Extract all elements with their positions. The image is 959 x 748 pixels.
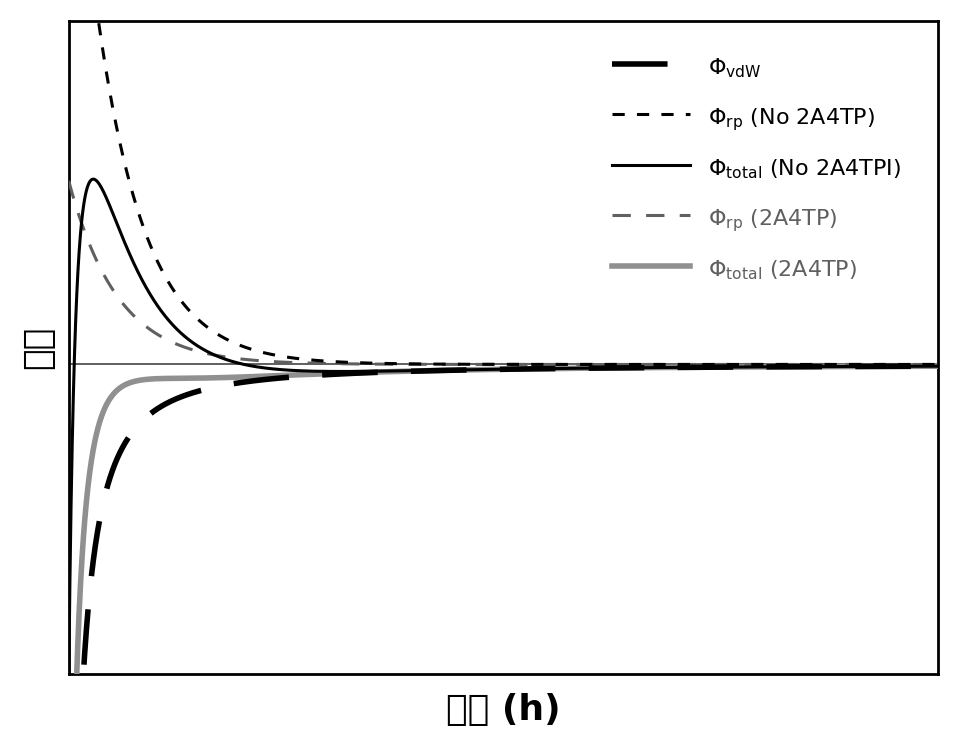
Y-axis label: 势能: 势能 (21, 325, 55, 369)
X-axis label: 距离 (h): 距离 (h) (446, 693, 561, 727)
Legend: $\Phi_{\mathrm{vdW}}$, $\Phi_{\mathrm{rp}}$ (No 2A4TP), $\Phi_{\mathrm{total}}$ : $\Phi_{\mathrm{vdW}}$, $\Phi_{\mathrm{rp… (603, 45, 910, 292)
